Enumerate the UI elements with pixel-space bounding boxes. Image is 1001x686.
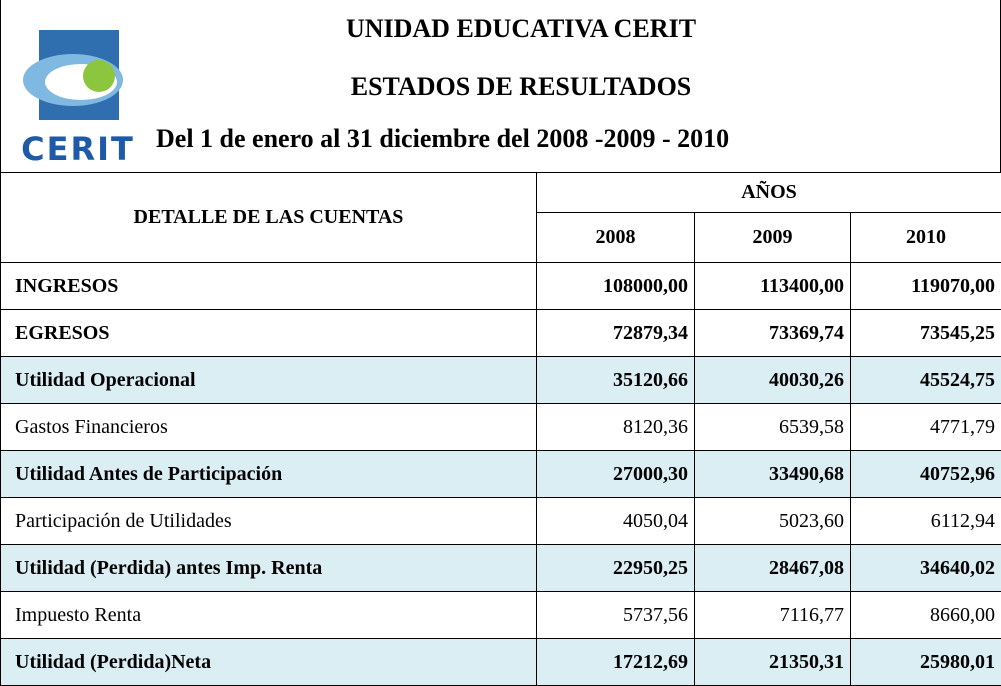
data-row: EGRESOS 72879,34 73369,74 73545,25 xyxy=(0,309,1001,357)
amount: 4771,79 xyxy=(850,403,1001,451)
data-row: Impuesto Renta 5737,56 7116,77 8660,00 xyxy=(0,591,1001,639)
data-row: Participación de Utilidades 4050,04 5023,6… xyxy=(0,497,1001,545)
header-row: DETALLE DE LAS CUENTAS AÑOS xyxy=(0,172,1001,263)
years-row: 2008 2009 2010 xyxy=(1,212,1001,263)
header: CERIT UNIDAD EDUCATIVA CERIT ESTADOS DE … xyxy=(0,0,1001,172)
period: Del 1 de enero al 31 diciembre del 2008 … xyxy=(156,124,730,153)
amount: 33490,68 xyxy=(694,450,851,498)
title: UNIDAD EDUCATIVA CERIT xyxy=(345,14,697,43)
data-row: Gastos Financieros 8120,36 6539,58 4771,79 xyxy=(0,403,1001,451)
row-label: EGRESOS xyxy=(0,309,537,357)
amount: 4050,04 xyxy=(536,497,695,545)
amount: 40030,26 xyxy=(694,356,851,404)
amount: 73369,74 xyxy=(694,309,851,357)
amount: 6112,94 xyxy=(850,497,1001,545)
amount: 5023,60 xyxy=(694,497,851,545)
amount: 6539,58 xyxy=(694,403,851,451)
amount: 119070,00 xyxy=(850,262,1001,310)
logo: CERIT xyxy=(21,30,135,168)
amount: 5737,56 xyxy=(536,591,695,639)
data-row: Utilidad (Perdida)Neta 17212,69 21350,31 25… xyxy=(0,638,1001,686)
year: 2010 xyxy=(850,212,1001,263)
amount: 22950,25 xyxy=(536,544,695,592)
year: 2009 xyxy=(694,212,851,263)
subtitle: ESTADOS DE RESULTADOS xyxy=(350,72,692,101)
logo-dot xyxy=(83,60,115,92)
data-row: Utilidad Antes de Participación 27000,30 3… xyxy=(0,450,1001,498)
data-row: Utilidad Operacional 35120,66 40030,26 4552… xyxy=(0,356,1001,404)
data-row: Utilidad (Perdida) antes Imp. Renta 22950… xyxy=(0,544,1001,592)
row-label: INGRESOS xyxy=(0,262,537,310)
logo-text: CERIT xyxy=(21,130,135,168)
amount: 34640,02 xyxy=(850,544,1001,592)
amount: 8120,36 xyxy=(536,403,695,451)
year: 2008 xyxy=(536,212,695,263)
row-label: Gastos Financieros xyxy=(0,403,537,451)
row-label: Participación de Utilidades xyxy=(0,497,537,545)
amount: 17212,69 xyxy=(536,638,695,686)
amount: 21350,31 xyxy=(694,638,851,686)
amount: 35120,66 xyxy=(536,356,695,404)
amount: 72879,34 xyxy=(536,309,695,357)
amount: 25980,01 xyxy=(850,638,1001,686)
amount: 7116,77 xyxy=(694,591,851,639)
amount: 108000,00 xyxy=(536,262,695,310)
row-label: Utilidad Antes de Participación xyxy=(0,450,537,498)
label-header: DETALLE DE LAS CUENTAS xyxy=(0,172,537,263)
amount: 113400,00 xyxy=(694,262,851,310)
row-label: Utilidad (Perdida)Neta xyxy=(0,638,537,686)
row-label: Utilidad (Perdida) antes Imp. Renta xyxy=(0,544,537,592)
row-label: Impuesto Renta xyxy=(0,591,537,639)
amount: 40752,96 xyxy=(850,450,1001,498)
amount: 8660,00 xyxy=(850,591,1001,639)
row-label: Utilidad Operacional xyxy=(0,356,537,404)
group-header: AÑOS xyxy=(536,172,1001,213)
results-table: DETALLE DE LAS CUENTAS AÑOS 2008 2009 20… xyxy=(0,172,1001,686)
amount: 28467,08 xyxy=(694,544,851,592)
amount: 45524,75 xyxy=(850,356,1001,404)
amount: 27000,30 xyxy=(536,450,695,498)
data-row: INGRESOS 108000,00 113400,00 119070,00 xyxy=(0,262,1001,310)
amount: 73545,25 xyxy=(850,309,1001,357)
